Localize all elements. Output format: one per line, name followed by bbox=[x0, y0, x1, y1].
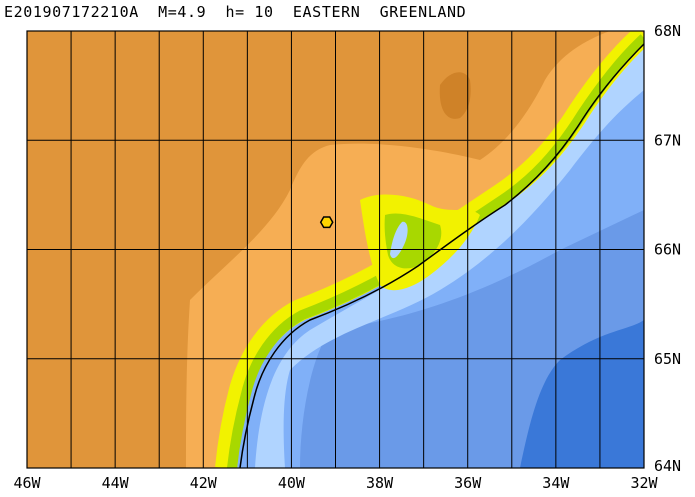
map-frame bbox=[26, 30, 645, 469]
latitude-labels: 68N 67N 66N 65N 64N bbox=[654, 22, 681, 475]
lon-tick-label: 38W bbox=[366, 474, 394, 492]
lon-tick-label: 44W bbox=[102, 474, 130, 492]
lon-tick-label: 42W bbox=[190, 474, 218, 492]
lat-tick-label: 64N bbox=[654, 457, 681, 475]
lat-tick-label: 67N bbox=[654, 131, 681, 149]
grid bbox=[27, 31, 644, 468]
lon-tick-label: 46W bbox=[13, 474, 41, 492]
longitude-labels: 46W 44W 42W 40W 38W 36W 34W 32W bbox=[13, 474, 658, 492]
coastline bbox=[239, 43, 644, 468]
ocean-deeper bbox=[520, 320, 644, 468]
lat-tick-label: 66N bbox=[654, 241, 681, 259]
lon-tick-label: 40W bbox=[278, 474, 306, 492]
land-peak bbox=[439, 72, 471, 119]
lat-tick-label: 65N bbox=[654, 350, 681, 368]
lon-tick-label: 36W bbox=[454, 474, 482, 492]
map-title: E201907172210A M=4.9 h= 10 EASTERN GREEN… bbox=[4, 3, 467, 21]
lon-tick-label: 32W bbox=[630, 474, 658, 492]
lon-tick-label: 34W bbox=[542, 474, 570, 492]
lat-tick-label: 68N bbox=[654, 22, 681, 40]
epicenter-hexagon-marker bbox=[319, 216, 334, 229]
